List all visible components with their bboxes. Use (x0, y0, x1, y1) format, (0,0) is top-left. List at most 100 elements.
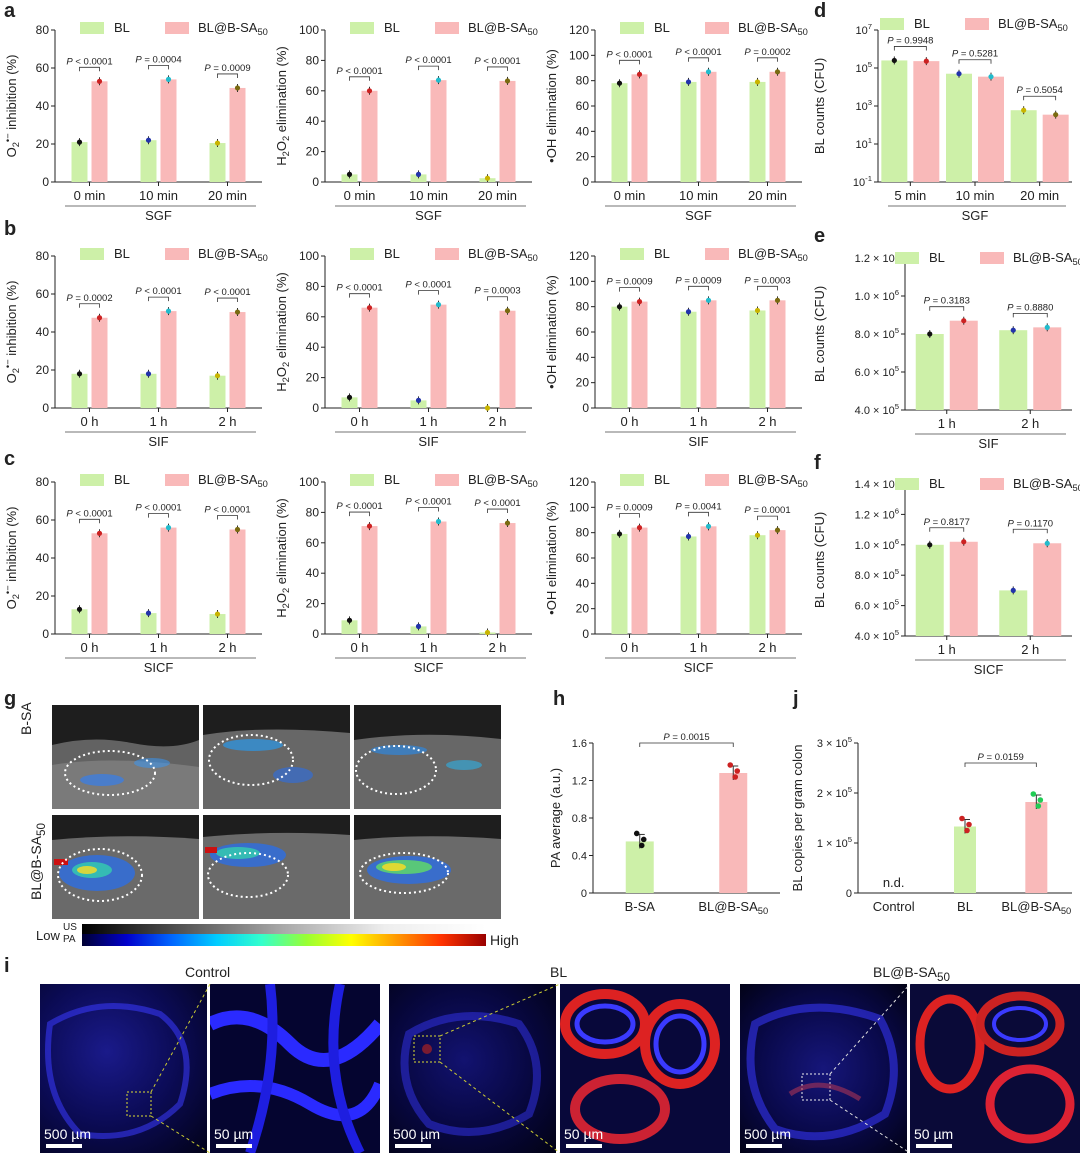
y-tick-label: 60 (36, 61, 50, 75)
p-bracket (893, 46, 927, 51)
data-point (165, 76, 172, 82)
data-point (145, 371, 152, 377)
x-axis-label: SICF (144, 660, 174, 675)
data-point (636, 299, 643, 305)
data-point (923, 58, 929, 64)
p-value-label: P = 0.0009 (606, 503, 652, 514)
panel-letter-i: i (4, 955, 10, 977)
y-tick-label: 100 (569, 274, 589, 288)
x-tick-label: 0 h (80, 640, 98, 655)
data-point (435, 77, 442, 83)
x-axis-label: SICF (414, 660, 444, 675)
us-pa-image-bla-3 (354, 815, 501, 919)
data-point (732, 774, 739, 780)
data-point (366, 88, 373, 94)
x-tick-label: 0 h (80, 414, 98, 429)
p-value-label: P < 0.0001 (135, 286, 181, 297)
bar-bla (631, 301, 648, 408)
y-tick-label: 0.4 (572, 851, 587, 863)
p-value-label: P = 0.0009 (204, 63, 250, 74)
y-tick-label: 107 (855, 22, 872, 37)
legend-label-bl: BL (384, 472, 400, 487)
legend-label-bl: BL (114, 246, 130, 261)
y-tick-label: 100 (569, 500, 589, 514)
x-axis-label: SGF (145, 208, 172, 223)
panel-letter-h: h (553, 688, 566, 710)
bar-bla (949, 541, 978, 636)
i-title-control: Control (185, 964, 231, 980)
bar-bl (680, 311, 697, 408)
y-tick-label: 0 (846, 888, 852, 900)
legend-swatch-bla (705, 22, 729, 34)
data-point (346, 617, 353, 623)
data-point (754, 532, 761, 538)
bar-bla (430, 521, 447, 634)
data-point (685, 533, 692, 540)
data-point (484, 629, 491, 636)
bar-bla (913, 61, 940, 183)
y-tick-label: 2 × 105 (817, 785, 852, 800)
p-bracket (1012, 528, 1048, 534)
y-tick-label: 60 (36, 287, 50, 301)
data-point (165, 308, 172, 314)
y-tick-label: 0 (582, 401, 589, 415)
legend-label-bl: BL (929, 250, 945, 265)
y-axis-label: O2•− inhibition (%) (3, 55, 21, 158)
x-tick-label: 1 h (419, 414, 437, 429)
x-tick-label: 20 min (748, 188, 787, 203)
y-tick-label: 4.0 × 105 (855, 402, 899, 417)
data-point (504, 308, 511, 314)
p-bracket (349, 76, 370, 81)
legend-label-bl: BL (114, 20, 130, 35)
y-tick-label: 20 (36, 589, 50, 603)
histology-bla-overview: 500 µm (740, 984, 907, 1153)
legend-swatch-bla (705, 474, 729, 486)
legend-label-bla: BL@B-SA50 (198, 472, 268, 489)
legend-label-bl: BL (929, 476, 945, 491)
bar-bl (341, 620, 358, 634)
y-tick-label: 40 (36, 551, 50, 565)
bar-bl (915, 334, 944, 410)
legend-swatch-bla (705, 248, 729, 260)
panel-letter-j: j (793, 688, 799, 710)
y-tick-label: 60 (306, 84, 320, 98)
p-value-label: P = 0.3183 (924, 296, 970, 307)
data-point (636, 71, 643, 77)
data-point (504, 78, 511, 84)
x-axis-label: SIF (148, 434, 168, 449)
x-tick-label: 0 h (620, 414, 638, 429)
y-tick-label: 100 (299, 23, 319, 37)
p-bracket (964, 762, 1037, 767)
data-point (484, 405, 491, 411)
legend-label-bla: BL@B-SA50 (1013, 250, 1080, 267)
p-bracket (79, 303, 100, 308)
legend-label-bl: BL (654, 472, 670, 487)
p-bracket (217, 515, 238, 520)
x-tick-label: B-SA (625, 899, 656, 914)
y-tick-label: 80 (306, 505, 320, 519)
data-point (734, 768, 741, 774)
p-bracket (1012, 312, 1048, 318)
x-axis-label: SIF (978, 436, 998, 451)
histology-bla-zoom: 50 µm (910, 984, 1080, 1153)
panel-letter-e: e (814, 225, 826, 247)
chart-c-h2o2-sicf: 0 20 40 60 80 100 H2O2 elimination (%) 0 h P < 0… (274, 472, 538, 675)
histology-control-overview: 500 µm (40, 984, 207, 1153)
p-bracket (418, 290, 439, 295)
y-tick-label: 40 (36, 325, 50, 339)
data-point (484, 175, 491, 181)
y-tick-label: 20 (306, 597, 320, 611)
data-point (234, 85, 241, 91)
data-point (96, 315, 103, 321)
panel-letter-c: c (4, 448, 16, 470)
scale-label-control-50: 50 µm (214, 1126, 254, 1142)
bar-bl (140, 613, 157, 634)
p-bracket (757, 285, 778, 291)
p-value-label: P = 0.0004 (135, 54, 181, 65)
y-tick-label: 40 (576, 124, 590, 138)
y-tick-label: 120 (569, 249, 589, 263)
legend-label-bl: BL (654, 246, 670, 261)
scale-bar-control-500 (46, 1144, 82, 1148)
histology-bl-overview: 500 µm (389, 984, 556, 1153)
